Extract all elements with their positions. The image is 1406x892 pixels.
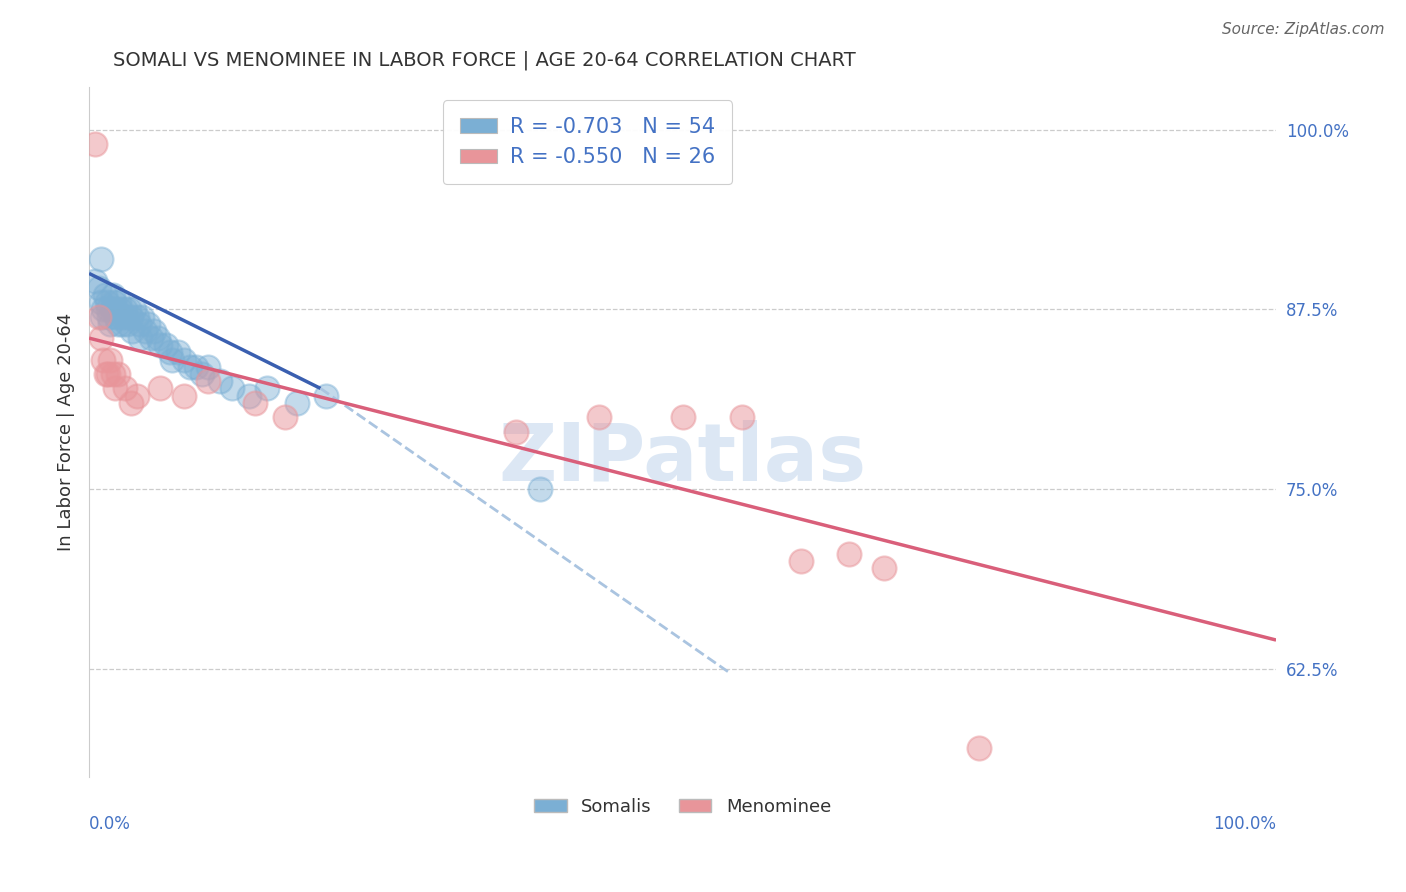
Point [245,396,267,410]
Point [90,331,112,345]
Point [285,396,308,410]
Point [221,381,243,395]
Point [118,302,141,317]
Point [197,374,219,388]
Point [91,352,114,367]
Point [139,331,162,345]
Point [122,302,145,317]
Point [274,410,297,425]
Point [120,396,142,410]
Point [588,410,610,425]
Point [138,317,160,331]
Point [873,561,896,575]
Point [108,302,131,317]
Point [131,310,153,324]
Point [101,367,124,381]
Point [115,317,138,331]
Point [143,324,166,338]
Point [731,410,754,425]
Point [91,310,114,324]
Point [191,367,214,381]
Point [111,317,134,331]
Point [155,338,177,352]
Legend: Somalis, Menominee: Somalis, Menominee [527,790,838,822]
Point [146,331,169,345]
Point [671,410,693,425]
Point [87,281,110,295]
Text: ZIPatlas: ZIPatlas [499,420,866,498]
Point [100,317,122,331]
Point [173,352,195,367]
Point [96,295,118,310]
Point [129,331,152,345]
Point [125,389,148,403]
Point [107,317,129,331]
Point [110,310,132,324]
Point [103,295,125,310]
Point [149,338,172,352]
Point [100,302,122,317]
Point [84,274,107,288]
Point [179,359,201,374]
Text: SOMALI VS MENOMINEE IN LABOR FORCE | AGE 20-64 CORRELATION CHART: SOMALI VS MENOMINEE IN LABOR FORCE | AGE… [112,51,856,70]
Point [128,317,150,331]
Point [100,352,122,367]
Point [104,381,127,395]
Point [197,359,219,374]
Point [105,310,128,324]
Point [315,389,337,403]
Point [94,367,117,381]
Point [238,389,260,403]
Point [121,324,143,338]
Point [160,352,183,367]
Point [107,295,129,310]
Point [91,302,114,317]
Point [101,288,124,302]
Point [114,302,136,317]
Point [167,345,190,359]
Point [98,310,121,324]
Point [90,252,112,266]
Point [159,345,181,359]
Point [256,381,278,395]
Point [84,136,107,151]
Text: 0.0%: 0.0% [89,814,131,832]
Text: 100.0%: 100.0% [1213,814,1277,832]
Point [104,302,127,317]
Point [184,359,207,374]
Point [173,389,195,403]
Point [208,374,231,388]
Point [838,547,860,561]
Point [97,302,120,317]
Point [149,381,172,395]
Point [97,367,120,381]
Point [114,381,136,395]
Point [505,425,527,439]
Point [134,324,156,338]
Point [93,288,115,302]
Point [115,310,138,324]
Point [90,295,112,310]
Point [87,310,110,324]
Point [120,310,142,324]
Point [125,310,148,324]
Y-axis label: In Labor Force | Age 20-64: In Labor Force | Age 20-64 [58,312,75,550]
Point [969,740,991,755]
Point [107,367,129,381]
Point [790,554,813,568]
Point [529,482,551,496]
Text: Source: ZipAtlas.com: Source: ZipAtlas.com [1222,22,1385,37]
